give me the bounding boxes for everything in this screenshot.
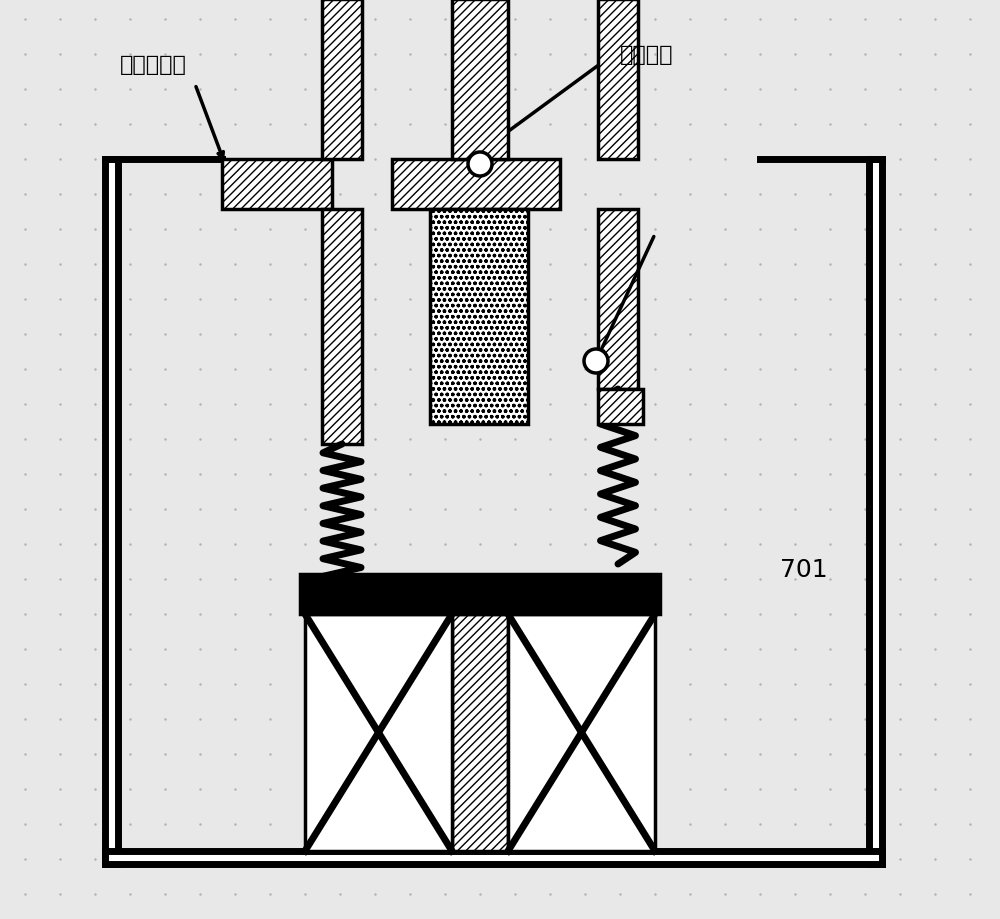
Bar — [430, 210, 528, 425]
Bar — [598, 390, 643, 425]
Bar — [869, 160, 882, 864]
Bar — [598, 210, 638, 390]
Bar — [105, 851, 882, 864]
Bar — [452, 614, 508, 851]
Bar — [322, 0, 362, 160]
Bar — [508, 614, 655, 851]
Bar — [305, 614, 452, 851]
Circle shape — [468, 153, 492, 176]
Bar — [322, 210, 362, 445]
Text: 701: 701 — [780, 558, 828, 582]
Bar — [598, 0, 638, 160]
Text: 计量泵外壳: 计量泵外壳 — [120, 55, 187, 75]
Bar — [222, 160, 332, 210]
Circle shape — [584, 349, 608, 374]
Bar — [300, 574, 660, 614]
Bar — [392, 160, 560, 210]
Text: 可变形体: 可变形体 — [620, 45, 674, 65]
Bar — [105, 160, 118, 864]
Bar — [452, 0, 508, 160]
